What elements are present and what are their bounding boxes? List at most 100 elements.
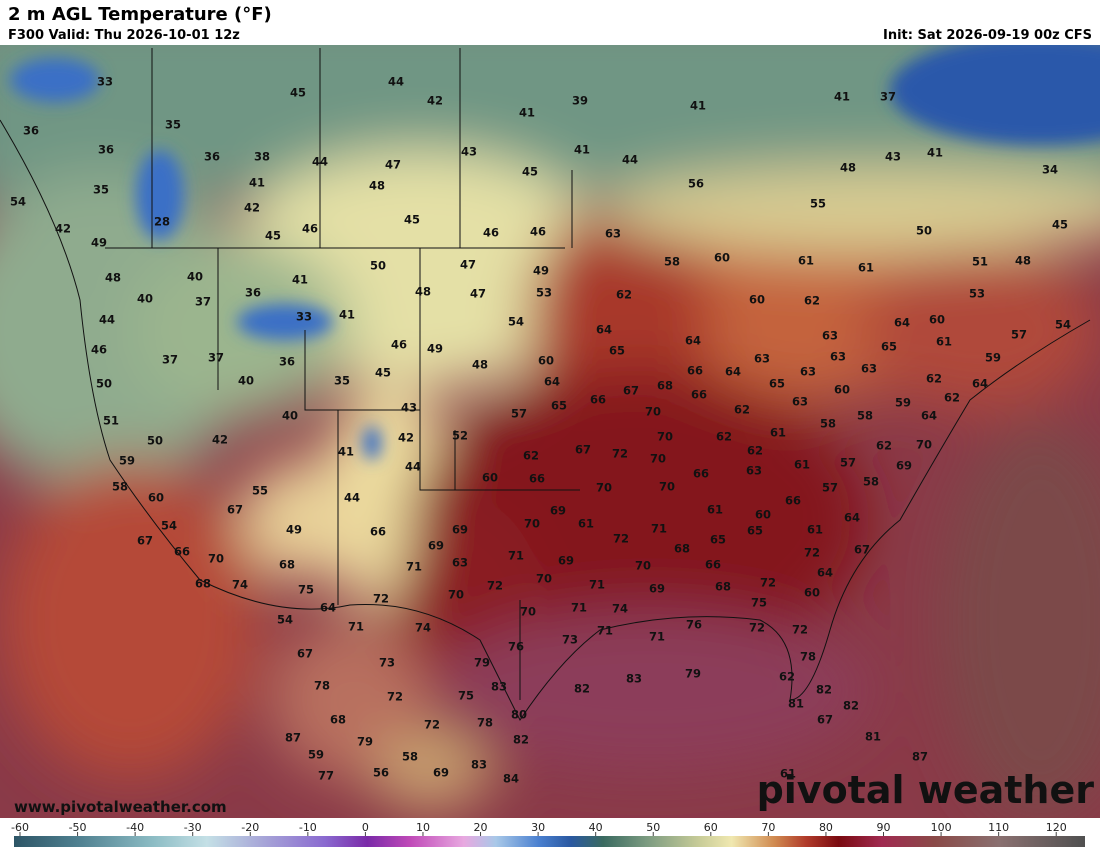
- station-value: 79: [474, 656, 490, 670]
- colorbar-tick-label: -60: [11, 821, 29, 834]
- station-value: 37: [195, 295, 211, 309]
- station-value: 79: [357, 735, 373, 749]
- station-value: 59: [308, 748, 324, 762]
- station-value: 35: [334, 374, 350, 388]
- logo: pivotal weather: [757, 768, 1095, 812]
- station-value: 70: [645, 405, 661, 419]
- station-value: 68: [195, 577, 211, 591]
- station-value: 57: [822, 481, 838, 495]
- station-value: 41: [927, 146, 943, 160]
- station-value: 70: [524, 517, 540, 531]
- station-value: 70: [208, 552, 224, 566]
- station-value: 68: [674, 542, 690, 556]
- station-value: 69: [452, 523, 468, 537]
- station-value: 67: [137, 534, 153, 548]
- station-value: 72: [612, 447, 628, 461]
- station-value: 87: [285, 731, 301, 745]
- station-value: 75: [298, 583, 314, 597]
- station-value: 60: [482, 471, 498, 485]
- station-value: 48: [840, 161, 856, 175]
- station-value: 61: [794, 458, 810, 472]
- station-value: 69: [428, 539, 444, 553]
- station-value: 82: [574, 682, 590, 696]
- station-value: 76: [508, 640, 524, 654]
- station-value: 58: [820, 417, 836, 431]
- station-value: 78: [477, 716, 493, 730]
- station-value: 43: [461, 145, 477, 159]
- station-value: 48: [369, 179, 385, 193]
- station-values: 33 44 42 39 45 41 41 37 41 36 35 36 36 38 44 47 43 41 44 43…: [10, 75, 1071, 786]
- station-value: 37: [208, 351, 224, 365]
- station-value: 63: [746, 464, 762, 478]
- station-value: 59: [895, 396, 911, 410]
- colorbar-tick-label: 90: [877, 821, 891, 834]
- station-value: 50: [147, 434, 163, 448]
- station-value: 72: [760, 576, 776, 590]
- station-value: 58: [664, 255, 680, 269]
- station-value: 55: [252, 484, 268, 498]
- station-value: 75: [751, 596, 767, 610]
- station-value: 62: [716, 430, 732, 444]
- station-value: 65: [551, 399, 567, 413]
- station-value: 78: [800, 650, 816, 664]
- station-value: 66: [785, 494, 801, 508]
- station-value: 50: [916, 224, 932, 238]
- station-value: 61: [858, 261, 874, 275]
- colorbar-tick-label: 80: [819, 821, 833, 834]
- station-value: 72: [792, 623, 808, 637]
- colorbar-tick-label: -50: [69, 821, 87, 834]
- station-value: 42: [55, 222, 71, 236]
- station-value: 62: [926, 372, 942, 386]
- station-value: 44: [99, 313, 115, 327]
- station-value: 45: [265, 229, 281, 243]
- station-value: 41: [519, 106, 535, 120]
- station-value: 69: [558, 554, 574, 568]
- station-value: 50: [370, 259, 386, 273]
- station-value: 64: [725, 365, 741, 379]
- station-value: 69: [433, 766, 449, 780]
- station-value: 64: [894, 316, 910, 330]
- station-value: 51: [972, 255, 988, 269]
- station-value: 44: [405, 460, 421, 474]
- station-value: 36: [279, 355, 295, 369]
- station-value: 60: [148, 491, 164, 505]
- colorbar-tick-label: 100: [931, 821, 952, 834]
- colorbar: -60 -50 -40 -30 -20 -10 0 10 20 30 40 50 60 70 80 90 100…: [11, 821, 1085, 847]
- station-value: 70: [657, 430, 673, 444]
- station-value: 73: [379, 656, 395, 670]
- station-value: 36: [98, 143, 114, 157]
- station-value: 69: [649, 582, 665, 596]
- station-value: 66: [705, 558, 721, 572]
- station-value: 82: [816, 683, 832, 697]
- station-value: 84: [503, 772, 519, 786]
- station-value: 34: [1042, 163, 1058, 177]
- station-value: 62: [876, 439, 892, 453]
- station-value: 65: [710, 533, 726, 547]
- station-value: 66: [370, 525, 386, 539]
- station-value: 65: [747, 524, 763, 538]
- station-value: 82: [843, 699, 859, 713]
- station-value: 60: [834, 383, 850, 397]
- station-value: 65: [881, 340, 897, 354]
- station-value: 63: [830, 350, 846, 364]
- station-value: 67: [854, 543, 870, 557]
- station-value: 43: [401, 401, 417, 415]
- station-value: 71: [406, 560, 422, 574]
- station-value: 63: [800, 365, 816, 379]
- station-value: 71: [589, 578, 605, 592]
- station-value: 63: [792, 395, 808, 409]
- station-value: 42: [244, 201, 260, 215]
- station-value: 49: [533, 264, 549, 278]
- station-value: 36: [204, 150, 220, 164]
- station-value: 61: [780, 767, 796, 781]
- station-value: 72: [373, 592, 389, 606]
- colorbar-tick-label: -20: [241, 821, 259, 834]
- station-value: 72: [487, 579, 503, 593]
- station-value: 70: [659, 480, 675, 494]
- station-value: 66: [529, 472, 545, 486]
- station-value: 43: [885, 150, 901, 164]
- station-value: 72: [613, 532, 629, 546]
- station-value: 47: [385, 158, 401, 172]
- station-value: 54: [277, 613, 293, 627]
